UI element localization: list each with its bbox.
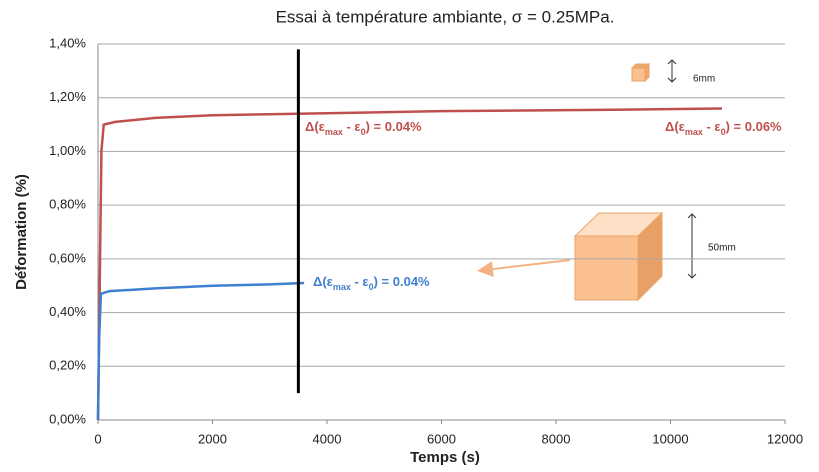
- y-tick-label: 0,60%: [49, 250, 86, 265]
- x-tick-label: 8000: [542, 431, 571, 446]
- annotation-part: 0: [369, 282, 374, 292]
- x-axis-label: Temps (s): [410, 449, 480, 466]
- annotation-part: - ε: [343, 119, 361, 134]
- sample-label: 6mm: [693, 74, 715, 85]
- data-line: [96, 281, 305, 421]
- x-tick-label: 12000: [767, 431, 803, 446]
- large-sample-icon: [477, 211, 697, 302]
- annotation-part: - ε: [703, 119, 721, 134]
- annotation-part: ) = 0.04%: [366, 119, 422, 134]
- y-tick-label: 1,20%: [49, 89, 86, 104]
- annotation-part: Δ(ε: [313, 274, 333, 289]
- annotation: Δ(εmax - ε0) = 0.06%: [665, 119, 782, 137]
- annotation-part: Δ(ε: [665, 119, 685, 134]
- data-line: [96, 107, 723, 421]
- x-tick-label: 0: [94, 431, 101, 446]
- sample-label: 50mm: [708, 243, 736, 254]
- y-axis-label: Déformation (%): [13, 174, 30, 290]
- small-sample-icon: [630, 59, 677, 83]
- y-tick-label: 0,00%: [49, 411, 86, 426]
- annotation: Δ(εmax - ε0) = 0.04%: [305, 119, 422, 137]
- annotation: Δ(εmax - ε0) = 0.04%: [313, 274, 430, 292]
- annotation-part: Δ(ε: [305, 119, 325, 134]
- y-tick-label: 0,20%: [49, 358, 86, 373]
- y-tick-label: 0,40%: [49, 304, 86, 319]
- annotation-part: 0: [721, 127, 726, 137]
- y-tick-label: 1,00%: [49, 143, 86, 158]
- y-tick-label: 0,80%: [49, 197, 86, 212]
- annotation-part: max: [685, 127, 703, 137]
- annotation-part: - ε: [351, 274, 369, 289]
- annotation-part: max: [333, 282, 351, 292]
- annotation-part: max: [325, 127, 343, 137]
- chart-title: Essai à température ambiante, σ = 0.25MP…: [276, 7, 615, 26]
- x-tick-label: 6000: [427, 431, 456, 446]
- annotation-part: ) = 0.04%: [374, 274, 430, 289]
- annotation-part: 0: [361, 127, 366, 137]
- x-tick-label: 4000: [313, 431, 342, 446]
- y-tick-label: 1,40%: [49, 35, 86, 50]
- x-tick-label: 10000: [652, 431, 688, 446]
- annotation-part: ) = 0.06%: [726, 119, 782, 134]
- x-tick-label: 2000: [198, 431, 227, 446]
